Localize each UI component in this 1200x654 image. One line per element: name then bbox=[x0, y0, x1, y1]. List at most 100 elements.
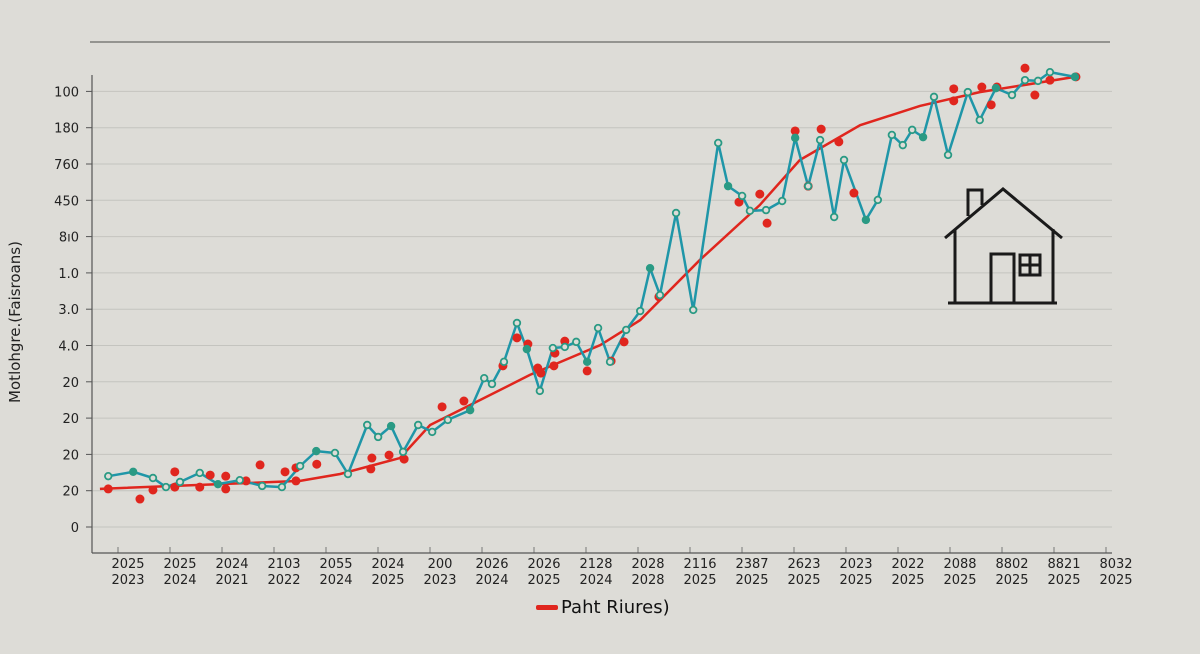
x-tick-label: 2028 bbox=[631, 557, 664, 572]
x-tick-label: 2025 bbox=[1047, 573, 1080, 588]
red-data-point bbox=[762, 218, 772, 228]
teal-data-point bbox=[277, 482, 287, 492]
legend: Paht Riures) bbox=[536, 597, 670, 618]
legend-label: Paht Riures) bbox=[561, 597, 670, 618]
teal-data-point bbox=[363, 420, 372, 430]
y-tick-label: 760 bbox=[54, 158, 79, 173]
x-tick-label: 2025 bbox=[1099, 573, 1132, 588]
house-icon bbox=[944, 187, 1063, 305]
red-data-point bbox=[148, 485, 158, 495]
teal-data-point bbox=[128, 467, 138, 477]
teal-data-point bbox=[918, 132, 928, 142]
red-data-point bbox=[1020, 63, 1030, 73]
teal-data-point bbox=[645, 263, 655, 273]
red-data-point bbox=[949, 96, 959, 106]
x-tick-label: 2025 bbox=[995, 573, 1028, 588]
teal-data-point bbox=[873, 195, 883, 205]
x-tick-label: 2025 bbox=[527, 573, 560, 588]
red-data-point bbox=[367, 453, 377, 463]
teal-data-point bbox=[636, 306, 645, 316]
teal-data-point bbox=[605, 357, 615, 367]
teal-data-point bbox=[1007, 90, 1017, 100]
teal-data-point bbox=[593, 323, 603, 333]
teal-data-point bbox=[386, 421, 396, 431]
red-data-point bbox=[170, 467, 180, 477]
y-axis-label: Motlohgre.(Faisroans) bbox=[6, 241, 24, 403]
teal-data-point bbox=[861, 215, 871, 225]
teal-data-point bbox=[737, 191, 747, 201]
x-tick-label: 2024 bbox=[319, 573, 352, 588]
red-data-point bbox=[437, 402, 447, 412]
teal-data-point bbox=[689, 305, 698, 315]
x-tick-label: 2021 bbox=[215, 573, 248, 588]
x-tick-label: 2023 bbox=[839, 557, 872, 572]
x-tick-label: 8821 bbox=[1047, 557, 1080, 572]
red-data-point bbox=[221, 471, 231, 481]
x-tick-label: 2088 bbox=[943, 557, 976, 572]
teal-data-point bbox=[991, 83, 1001, 93]
teal-data-point bbox=[815, 135, 825, 145]
series-layer bbox=[99, 63, 1081, 504]
teal-data-point bbox=[373, 432, 383, 442]
x-tick-label: 2024 bbox=[371, 557, 404, 572]
teal-data-point bbox=[907, 125, 917, 135]
teal-data-point bbox=[671, 208, 681, 218]
x-tick-label: 2024 bbox=[475, 573, 508, 588]
teal-data-point bbox=[480, 373, 489, 383]
red-data-point bbox=[977, 82, 987, 92]
teal-data-point bbox=[1020, 75, 1030, 85]
teal-data-point bbox=[943, 150, 953, 160]
x-tick-label: 2025 bbox=[111, 557, 144, 572]
teal-data-point bbox=[898, 140, 907, 150]
x-tick-labels: 2025202320252024202420212103202220552024… bbox=[111, 557, 1132, 588]
teal-data-point bbox=[723, 181, 733, 191]
teal-data-point bbox=[413, 420, 423, 430]
teal-data-point bbox=[572, 337, 581, 347]
red-data-point bbox=[280, 467, 290, 477]
x-tick-label: 2026 bbox=[475, 557, 508, 572]
y-tick-label: 180 bbox=[54, 122, 79, 137]
red-data-point bbox=[582, 366, 592, 376]
red-data-point bbox=[221, 484, 231, 494]
y-tick-label: 20 bbox=[62, 485, 79, 500]
x-tick-label: 2025 bbox=[683, 573, 716, 588]
red-data-point bbox=[205, 470, 215, 480]
x-tick-label: 2025 bbox=[943, 573, 976, 588]
teal-data-point bbox=[560, 342, 569, 352]
axes bbox=[91, 75, 1112, 554]
x-tick-label: 2055 bbox=[319, 557, 352, 572]
teal-data-point bbox=[161, 482, 171, 492]
x-tick-label: 2128 bbox=[579, 557, 612, 572]
x-tick-label: 2025 bbox=[787, 573, 820, 588]
teal-data-point bbox=[777, 196, 787, 206]
red-data-point bbox=[135, 494, 145, 504]
red-data-point bbox=[255, 460, 265, 470]
legend-swatch-red bbox=[536, 605, 558, 610]
teal-data-point bbox=[343, 469, 353, 479]
red-data-point bbox=[291, 476, 301, 486]
x-tick-label: 200 bbox=[428, 557, 453, 572]
x-tick-label: 2023 bbox=[111, 573, 144, 588]
teal-data-point bbox=[257, 481, 267, 491]
red-data-point bbox=[459, 396, 469, 406]
y-tick-label: 4.0 bbox=[58, 340, 79, 355]
x-tick-label: 2116 bbox=[683, 557, 716, 572]
red-trend-line bbox=[99, 75, 1076, 491]
teal-data-point bbox=[790, 133, 800, 143]
x-tick-label: 2025 bbox=[891, 573, 924, 588]
teal-data-point bbox=[655, 290, 665, 300]
x-tick-label: 2022 bbox=[891, 557, 924, 572]
y-tick-label: 1.0 bbox=[58, 267, 79, 282]
teal-data-point bbox=[487, 379, 497, 389]
y-tick-label: 450 bbox=[54, 194, 79, 209]
red-data-point bbox=[241, 476, 251, 486]
teal-data-point bbox=[312, 446, 321, 456]
red-data-point bbox=[755, 189, 765, 199]
teal-series-line bbox=[108, 70, 1076, 489]
teal-data-point bbox=[929, 92, 939, 102]
x-tick-label: 2024 bbox=[215, 557, 248, 572]
teal-data-point bbox=[443, 415, 452, 425]
teal-data-point bbox=[1033, 76, 1043, 86]
red-data-point bbox=[849, 188, 859, 198]
